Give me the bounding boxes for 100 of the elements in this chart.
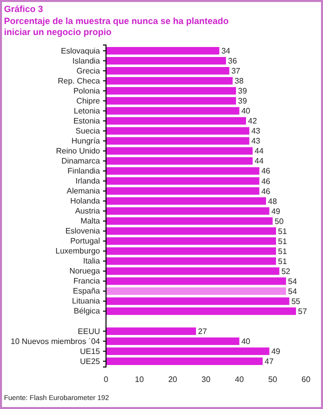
bar bbox=[106, 177, 260, 185]
data-label: 44 bbox=[254, 156, 264, 166]
x-tick-label: 40 bbox=[234, 375, 244, 384]
data-label: 42 bbox=[248, 116, 258, 126]
data-label: 46 bbox=[261, 166, 271, 176]
bar bbox=[106, 47, 220, 55]
y-tick-label: Irlanda bbox=[76, 176, 101, 186]
data-label: 54 bbox=[288, 276, 298, 286]
y-tick-label: Polonia bbox=[73, 86, 101, 96]
data-label: 51 bbox=[278, 226, 288, 236]
bar bbox=[106, 197, 266, 205]
data-label: 40 bbox=[241, 337, 251, 346]
data-label: 40 bbox=[241, 106, 251, 116]
y-tick-label: EEUU bbox=[78, 326, 100, 336]
data-label: 49 bbox=[271, 347, 281, 356]
bar bbox=[106, 167, 260, 175]
bar bbox=[106, 357, 263, 365]
y-tick-label: Luxemburgo bbox=[56, 246, 101, 256]
bar bbox=[106, 107, 240, 115]
y-tick-label: Holanda bbox=[70, 196, 101, 206]
bar bbox=[106, 67, 230, 75]
data-label: 50 bbox=[274, 216, 284, 226]
bar bbox=[106, 227, 276, 235]
y-tick-label: Chipre bbox=[76, 96, 101, 106]
y-tick-label: Eslovenia bbox=[65, 226, 101, 236]
data-label: 46 bbox=[261, 176, 271, 186]
data-label: 36 bbox=[228, 56, 238, 66]
data-label: 38 bbox=[234, 76, 244, 86]
y-tick-label: Austria bbox=[75, 206, 101, 216]
y-tick-label: Rep. Checa bbox=[58, 76, 101, 86]
data-label: 27 bbox=[198, 326, 208, 336]
y-tick-label: UE15 bbox=[80, 346, 101, 356]
y-tick-label: Alemania bbox=[66, 186, 101, 196]
data-label: 51 bbox=[278, 256, 288, 266]
data-label: 48 bbox=[268, 196, 278, 206]
bar bbox=[106, 207, 270, 215]
bar bbox=[106, 97, 236, 105]
data-label: 57 bbox=[298, 306, 308, 316]
bar bbox=[106, 77, 233, 85]
bar bbox=[106, 307, 296, 315]
y-tick-label: Islandia bbox=[72, 56, 101, 66]
bar bbox=[106, 297, 290, 305]
bar bbox=[106, 87, 236, 95]
x-tick-label: 60 bbox=[302, 375, 311, 384]
bar bbox=[106, 117, 246, 125]
data-label: 49 bbox=[271, 206, 281, 216]
y-tick-label: Portugal bbox=[70, 236, 100, 246]
y-tick-label: Noruega bbox=[69, 266, 101, 276]
bar bbox=[106, 277, 286, 285]
x-tick-label: 0 bbox=[104, 375, 109, 384]
bar bbox=[106, 247, 276, 255]
data-label: 39 bbox=[238, 96, 248, 106]
bar bbox=[106, 137, 250, 145]
data-label: 39 bbox=[238, 86, 248, 96]
data-label: 44 bbox=[254, 146, 264, 156]
y-tick-label: Eslovaquia bbox=[60, 46, 101, 56]
data-label: 43 bbox=[251, 136, 261, 146]
bar bbox=[106, 267, 280, 275]
x-tick-label: 30 bbox=[202, 375, 211, 384]
bar bbox=[106, 287, 286, 295]
data-label: 55 bbox=[291, 296, 301, 306]
y-tick-label: Dinamarca bbox=[61, 156, 101, 166]
bar bbox=[106, 147, 253, 155]
bar bbox=[106, 257, 276, 265]
y-tick-label: Francia bbox=[73, 276, 101, 286]
bar bbox=[106, 157, 253, 165]
bar bbox=[106, 327, 196, 335]
y-tick-label: España bbox=[72, 286, 101, 296]
text: Gráfico 3 bbox=[4, 4, 44, 14]
bar bbox=[106, 57, 226, 65]
y-tick-label: Italia bbox=[83, 256, 101, 266]
y-tick-label: Malta bbox=[80, 216, 101, 226]
data-label: 51 bbox=[278, 236, 288, 246]
data-label: 43 bbox=[251, 126, 261, 136]
bar bbox=[106, 187, 260, 195]
y-tick-label: Reino Unido bbox=[56, 146, 101, 156]
y-tick-label: Suecia bbox=[76, 126, 101, 136]
x-tick-label: 20 bbox=[168, 375, 178, 384]
y-tick-label: Hungría bbox=[72, 136, 101, 146]
chart-subtitle: Porcentaje de la muestra que nunca se ha planteado iniciar un negocio propio bbox=[4, 16, 230, 37]
y-tick-label: Finlandia bbox=[68, 166, 101, 176]
bar bbox=[106, 217, 273, 225]
y-tick-label: 10 Nuevos miembros ´04 bbox=[10, 336, 101, 346]
y-tick-label: Letonia bbox=[74, 106, 101, 116]
data-label: 51 bbox=[278, 246, 288, 256]
x-tick-label: 10 bbox=[134, 375, 144, 384]
bar bbox=[106, 337, 240, 345]
data-label: 46 bbox=[261, 186, 271, 196]
data-label: 47 bbox=[264, 357, 274, 366]
y-tick-label: Bélgica bbox=[74, 306, 101, 316]
y-tick-label: Grecia bbox=[76, 66, 101, 76]
y-tick-label: Estonia bbox=[73, 116, 101, 126]
data-label: 37 bbox=[231, 66, 241, 76]
data-label: 54 bbox=[288, 286, 298, 296]
data-label: 34 bbox=[221, 46, 231, 56]
bar bbox=[106, 127, 250, 135]
bar bbox=[106, 237, 276, 245]
x-tick-label: 50 bbox=[268, 375, 278, 384]
data-label: 52 bbox=[281, 266, 291, 276]
bar bbox=[106, 347, 270, 355]
